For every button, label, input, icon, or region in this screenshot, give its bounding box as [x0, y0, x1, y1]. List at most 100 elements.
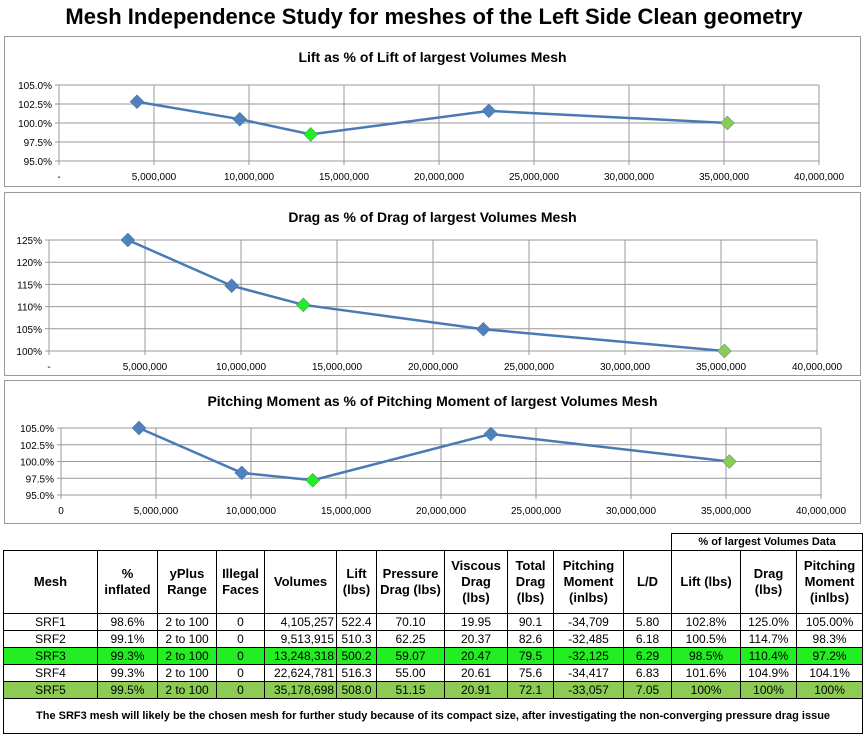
table-cell: 508.0: [336, 681, 377, 699]
x-tick-label: -: [57, 172, 60, 183]
column-header: Viscous Drag (lbs): [444, 550, 508, 614]
data-point-marker: [720, 115, 735, 131]
table-cell: -32,125: [553, 647, 624, 665]
table-cell: -32,485: [553, 630, 624, 648]
table-cell: 51.15: [376, 681, 445, 699]
results-table: % of largest Volumes Data Mesh% inflated…: [2, 533, 864, 734]
x-tick-label: 25,000,000: [509, 172, 559, 183]
column-header: Drag (lbs): [740, 550, 798, 614]
table-cell: 125.0%: [740, 613, 798, 631]
table-cell: 20.91: [444, 681, 508, 699]
table-cell: 101.6%: [671, 664, 742, 682]
y-tick-label: 100.0%: [18, 119, 52, 130]
table-cell: 0: [216, 613, 265, 631]
table-cell: 99.3%: [97, 647, 158, 665]
x-tick-label: 15,000,000: [312, 362, 362, 373]
column-header: yPlus Range: [157, 550, 217, 614]
table-cell: SRF1: [3, 613, 98, 631]
y-tick-label: 102.5%: [18, 100, 52, 111]
table-cell: 6.83: [622, 664, 673, 682]
y-tick-label: 95.0%: [26, 491, 54, 502]
table-cell: -34,417: [553, 664, 624, 682]
table-cell: 90.1: [507, 613, 554, 631]
x-tick-label: 40,000,000: [792, 362, 842, 373]
y-tick-label: 115%: [17, 280, 42, 291]
x-tick-label: 30,000,000: [600, 362, 650, 373]
data-point-marker: [722, 454, 737, 469]
table-cell: 6.29: [622, 647, 673, 665]
data-point-marker: [224, 278, 240, 294]
column-header: % inflated: [97, 550, 158, 614]
x-tick-label: 5,000,000: [123, 362, 168, 373]
table-cell: 510.3: [336, 630, 377, 648]
x-tick-label: 20,000,000: [416, 506, 466, 517]
table-cell: 2 to 100: [157, 664, 217, 682]
table-cell: SRF3: [3, 647, 98, 665]
table-cell: 0: [216, 647, 265, 665]
x-tick-label: 15,000,000: [321, 506, 371, 517]
table-cell: 522.4: [336, 613, 377, 631]
x-tick-label: 25,000,000: [511, 506, 561, 517]
table-cell: 19.95: [444, 613, 508, 631]
table-cell: 82.6: [507, 630, 554, 648]
table-cell: SRF5: [3, 681, 98, 699]
data-point-marker: [296, 297, 311, 313]
table-cell: 13,248,318: [264, 647, 337, 665]
y-tick-label: 97.5%: [24, 138, 52, 149]
table-cell: 98.5%: [671, 647, 742, 665]
table-cell: 79.5: [507, 647, 554, 665]
table-cell: 100%: [740, 681, 798, 699]
table-cell: 75.6: [507, 664, 554, 682]
chart-title: Lift as % of Lift of largest Volumes Mes…: [298, 49, 567, 65]
x-tick-label: 20,000,000: [414, 172, 464, 183]
x-tick-label: 30,000,000: [606, 506, 656, 517]
data-point-marker: [717, 343, 732, 359]
data-point-marker: [483, 426, 499, 442]
table-cell: 2 to 100: [157, 681, 217, 699]
x-tick-label: 40,000,000: [796, 506, 846, 517]
x-tick-label: 10,000,000: [216, 362, 266, 373]
data-point-marker: [476, 321, 491, 337]
table-cell: SRF2: [3, 630, 98, 648]
table-cell: 6.18: [622, 630, 673, 648]
x-tick-label: 10,000,000: [224, 172, 274, 183]
table-cell: 70.10: [376, 613, 445, 631]
chart-title: Drag as % of Drag of largest Volumes Mes…: [288, 209, 577, 225]
table-cell: SRF4: [3, 664, 98, 682]
x-tick-label: 35,000,000: [699, 172, 749, 183]
y-tick-label: 95.0%: [24, 157, 52, 168]
series-line: [127, 238, 725, 353]
table-cell: 99.3%: [97, 664, 158, 682]
column-header: Pitching Moment (inlbs): [796, 550, 864, 614]
x-tick-label: 25,000,000: [504, 362, 554, 373]
table-cell: 22,624,781: [264, 664, 337, 682]
data-point-marker: [131, 420, 147, 436]
data-point-marker: [481, 103, 497, 119]
y-tick-label: 100%: [16, 347, 42, 358]
table-cell: 9,513,915: [264, 630, 337, 648]
table-cell: 2 to 100: [157, 613, 217, 631]
x-tick-label: -: [47, 362, 50, 373]
conclusion-note: The SRF3 mesh will likely be the chosen …: [2, 698, 864, 734]
table-row: SRF2 99.1% 2 to 100 0 9,513,915 510.3 62.25 20.…: [3, 630, 864, 648]
table-cell: 4,105,257: [264, 613, 337, 631]
column-header: Lift (lbs): [671, 550, 742, 614]
table-cell: 500.2: [336, 647, 377, 665]
table-cell: 2 to 100: [157, 630, 217, 648]
table-cell: 35,178,698: [264, 681, 337, 699]
pitching-moment-chart: 95.0% 97.5% 100.0% 102.5% 105.0% 0 5,000,000 10…: [4, 380, 861, 524]
table-cell: -34,709: [553, 613, 624, 631]
series-line: [136, 100, 728, 136]
lift-chart: 95.0% 97.5% 100.0% 102.5% 105.0% - 5,000,000 10…: [4, 36, 861, 187]
table-row: SRF4 99.3% 2 to 100 0 22,624,781 516.3 55.00 20…: [3, 664, 864, 682]
y-tick-label: 105%: [16, 325, 42, 336]
x-tick-label: 5,000,000: [132, 172, 177, 183]
x-tick-label: 35,000,000: [696, 362, 746, 373]
table-cell: 20.37: [444, 630, 508, 648]
table-cell: 516.3: [336, 664, 377, 682]
table-cell: 99.1%: [97, 630, 158, 648]
column-header: Mesh: [3, 550, 98, 614]
data-point-marker: [232, 111, 248, 127]
column-header: Pressure Drag (lbs): [376, 550, 445, 614]
y-tick-label: 110%: [17, 303, 42, 314]
